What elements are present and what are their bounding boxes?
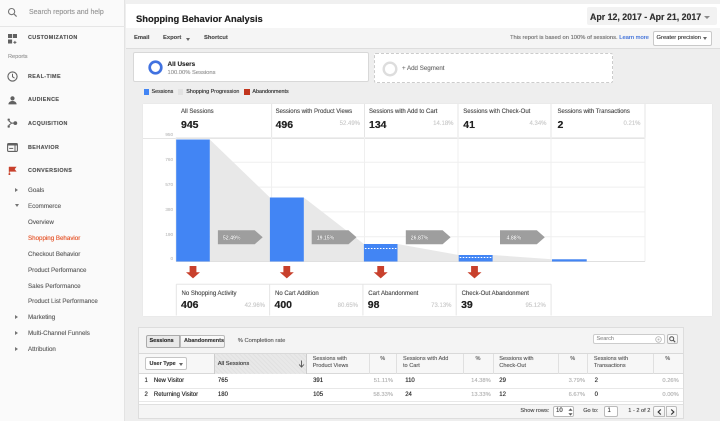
svg-text:4.88%: 4.88% — [507, 236, 522, 242]
svg-text:19.15%: 19.15% — [317, 236, 335, 242]
svg-text:26.87%: 26.87% — [411, 236, 429, 242]
svg-text:52.49%: 52.49% — [223, 236, 241, 242]
